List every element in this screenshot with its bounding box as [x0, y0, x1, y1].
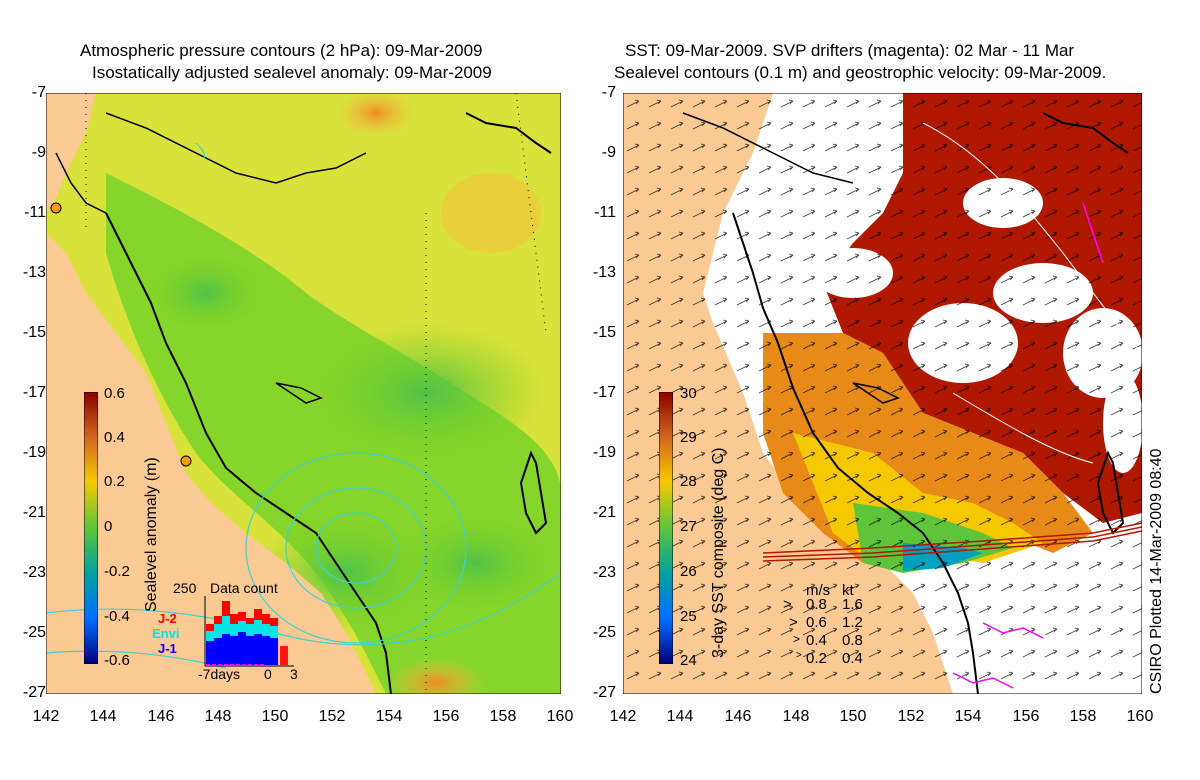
sla-tick-2: 0.2	[104, 473, 125, 490]
left-ytick-7: -21	[22, 504, 46, 521]
sla-colorbar-label: Sealevel anomaly (m)	[143, 457, 160, 612]
data-count-histogram	[204, 596, 294, 667]
vel-kt-3: 0.4	[842, 650, 863, 667]
right-xtick-2: 146	[724, 708, 752, 725]
vel-arrow-0: >	[783, 596, 792, 613]
right-ytick-0: -7	[601, 84, 616, 101]
left-xtick-0: 142	[32, 708, 60, 725]
right-xtick-9: 160	[1126, 708, 1154, 725]
sst-tick-3: 27	[680, 518, 697, 535]
sla-tick-1: 0.4	[104, 429, 125, 446]
left-xtick-5: 152	[318, 708, 346, 725]
vel-ms-0: 0.8	[806, 596, 827, 613]
sst-colorbar	[659, 392, 673, 664]
inset-xlabel-left: -7days	[198, 666, 241, 682]
sat-envi: Envi	[152, 626, 180, 641]
left-xtick-3: 148	[204, 708, 232, 725]
right-ytick-4: -15	[592, 324, 616, 341]
inset-title: Data count	[210, 580, 278, 596]
right-ytick-1: -9	[601, 144, 616, 161]
left-ytick-9: -25	[22, 624, 46, 641]
right-ytick-8: -23	[592, 564, 616, 581]
sealevel-anomaly-map	[46, 93, 561, 694]
sla-tick-3: 0	[104, 518, 113, 535]
sat-j2: J-2	[158, 611, 177, 626]
left-ytick-1: -9	[31, 144, 46, 161]
inset-xlabel-mid: 0	[264, 666, 272, 682]
left-xtick-6: 154	[375, 708, 403, 725]
right-ytick-2: -11	[594, 204, 616, 221]
credit-text: CSIRO Plotted 14-Mar-2009 08:40	[1148, 448, 1165, 694]
right-xtick-3: 148	[782, 708, 810, 725]
left-ytick-6: -19	[22, 444, 46, 461]
sst-tick-6: 24	[680, 652, 697, 669]
right-title-line2: Sealevel contours (0.1 m) and geostrophi…	[614, 63, 1107, 82]
vel-ms-1: 0.6	[806, 614, 827, 631]
vel-kt-2: 0.8	[842, 632, 863, 649]
vel-kt-1: 1.2	[842, 614, 863, 631]
left-ytick-3: -13	[22, 264, 46, 281]
right-ytick-3: -13	[592, 264, 616, 281]
right-xtick-7: 156	[1012, 708, 1040, 725]
left-ytick-8: -23	[22, 564, 46, 581]
left-xtick-4: 150	[261, 708, 289, 725]
vel-ms-2: 0.4	[806, 632, 827, 649]
sst-tick-2: 28	[680, 473, 697, 490]
inset-xlabel-right: 3	[290, 666, 298, 682]
left-ytick-5: -17	[22, 384, 46, 401]
vel-arrow-2: >	[793, 632, 801, 646]
right-ytick-6: -19	[592, 444, 616, 461]
vel-ms-3: 0.2	[806, 650, 827, 667]
right-xtick-4: 150	[839, 708, 867, 725]
left-xtick-7: 156	[432, 708, 460, 725]
left-ytick-10: -27	[22, 684, 46, 701]
left-ytick-4: -15	[22, 324, 46, 341]
sst-tick-0: 30	[680, 385, 697, 402]
vel-header-ms: m/s	[806, 582, 831, 599]
right-xtick-5: 152	[897, 708, 925, 725]
left-title-line1: Atmospheric pressure contours (2 hPa): 0…	[80, 41, 483, 60]
sla-tick-5: -0.4	[104, 608, 130, 625]
right-xtick-0: 142	[609, 708, 637, 725]
sat-j1: J-1	[158, 641, 177, 656]
right-ytick-10: -27	[592, 684, 616, 701]
left-title-line2: Isostatically adjusted sealevel anomaly:…	[92, 63, 492, 82]
right-ytick-9: -25	[592, 624, 616, 641]
left-xtick-1: 144	[89, 708, 117, 725]
vel-arrow-3: >	[796, 650, 802, 661]
right-xtick-8: 158	[1069, 708, 1097, 725]
right-xtick-6: 154	[954, 708, 982, 725]
right-ytick-5: -17	[592, 384, 616, 401]
vel-arrow-1: >	[789, 614, 798, 631]
right-ytick-7: -21	[592, 504, 616, 521]
left-ytick-2: -11	[24, 204, 46, 221]
sst-tick-5: 25	[680, 608, 697, 625]
right-title-line1: SST: 09-Mar-2009. SVP drifters (magenta)…	[625, 41, 1075, 60]
right-xtick-1: 144	[666, 708, 694, 725]
vel-header-kt: kt	[842, 582, 854, 599]
left-xtick-2: 146	[147, 708, 175, 725]
sla-tick-4: -0.2	[104, 563, 130, 580]
sst-tick-1: 29	[680, 429, 697, 446]
sst-map	[623, 93, 1142, 694]
left-xtick-9: 160	[546, 708, 574, 725]
sla-tick-0: 0.6	[104, 385, 125, 402]
sst-colorbar-label: 3-day SST composite (deg C)	[710, 447, 727, 658]
left-ytick-0: -7	[31, 84, 46, 101]
sst-tick-4: 26	[680, 563, 697, 580]
sla-tick-6: -0.6	[104, 652, 130, 669]
sealevel-colorbar	[84, 392, 98, 664]
left-xtick-8: 158	[489, 708, 517, 725]
inset-ymax: 250	[173, 580, 197, 596]
vel-kt-0: 1.6	[842, 596, 863, 613]
